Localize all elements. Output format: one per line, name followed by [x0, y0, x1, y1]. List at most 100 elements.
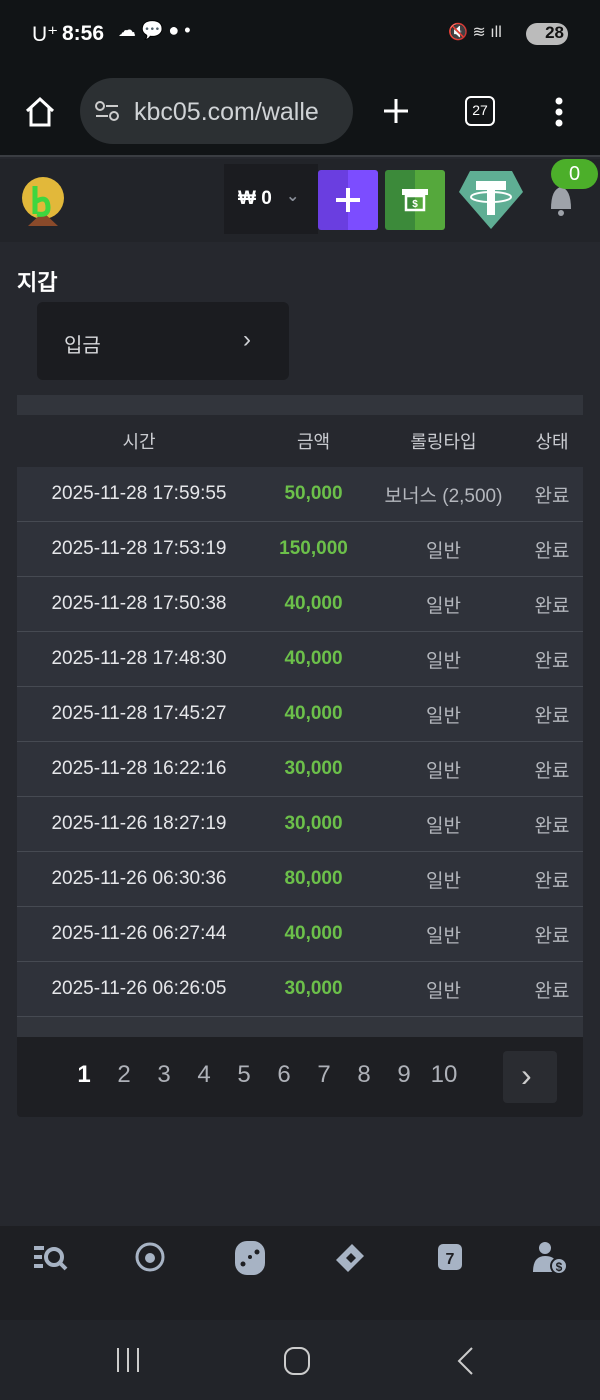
cell-status: 완료: [534, 760, 570, 782]
cell-rolling-type: 일반: [426, 870, 461, 892]
battery-icon: 28: [526, 23, 568, 45]
tether-icon[interactable]: [458, 170, 524, 230]
cell-status: 완료: [534, 540, 570, 562]
cell-amount: 50,000: [284, 483, 343, 504]
cell-rolling-type: 일반: [426, 760, 461, 782]
next-page-button[interactable]: ›: [503, 1051, 557, 1103]
cell-amount: 40,000: [284, 923, 343, 944]
bottom-nav: 7 $: [0, 1226, 600, 1320]
cell-status: 완료: [534, 925, 570, 947]
recent-apps-icon[interactable]: [114, 1346, 144, 1374]
cell-status: 완료: [534, 650, 570, 672]
page-5-button[interactable]: 5: [237, 1061, 251, 1088]
deposit-label: 입금: [64, 335, 101, 357]
bell-icon[interactable]: [546, 181, 576, 217]
mute-wifi-signal-icons: 🔇 ≋ ıll: [448, 24, 502, 41]
home-icon[interactable]: [24, 96, 56, 128]
more-menu-icon[interactable]: [553, 96, 565, 128]
notification-badge: 0: [551, 159, 598, 189]
table-row: 2025-11-26 06:27:44 40,000 일반 완료: [17, 907, 583, 962]
cell-time: 2025-11-28 16:22:16: [51, 758, 227, 779]
page-6-button[interactable]: 6: [277, 1061, 291, 1088]
status-bar: U⁺ 8:56 ☁ 💬 ● • 🔇 ≋ ıll 28: [0, 0, 600, 60]
page-1-button[interactable]: 1: [77, 1061, 91, 1088]
page-7-button[interactable]: 7: [317, 1061, 331, 1088]
table-row: 2025-11-28 17:45:27 40,000 일반 완료: [17, 687, 583, 742]
back-icon[interactable]: [456, 1346, 476, 1376]
chevron-down-icon: ⌄: [286, 188, 300, 205]
table-row: 2025-11-28 17:50:38 40,000 일반 완료: [17, 577, 583, 632]
balance-value: ₩ 0: [238, 188, 272, 209]
cell-time: 2025-11-26 06:30:36: [51, 868, 227, 889]
page-2-button[interactable]: 2: [117, 1061, 131, 1088]
cell-amount: 40,000: [284, 703, 343, 724]
user-money-icon[interactable]: $: [530, 1240, 570, 1276]
clock: 8:56: [62, 22, 105, 45]
soccer-icon[interactable]: [130, 1240, 170, 1276]
table-row: 2025-11-26 18:27:19 30,000 일반 완료: [17, 797, 583, 852]
cell-rolling-type: 일반: [426, 925, 461, 947]
deposit-tab-button[interactable]: 입금 ›: [37, 302, 289, 380]
plus-icon: [336, 188, 360, 212]
cell-status: 완료: [534, 815, 570, 837]
cell-rolling-type: 보너스 (2,500): [384, 485, 503, 507]
carrier: U⁺: [32, 23, 59, 46]
pagination: 1 2 3 4 5 6 7 8 9 10 ›: [17, 1037, 583, 1117]
cell-rolling-type: 일반: [426, 705, 461, 727]
cell-amount: 150,000: [279, 538, 348, 559]
cell-amount: 30,000: [284, 758, 343, 779]
table-row: 2025-11-28 17:53:19 150,000 일반 완료: [17, 522, 583, 577]
table-header: 시간 금액 롤링타입 상태: [17, 415, 583, 467]
header-time: 시간: [122, 432, 156, 452]
page-4-button[interactable]: 4: [197, 1061, 211, 1088]
new-tab-icon[interactable]: [382, 97, 410, 125]
cell-time: 2025-11-26 06:26:05: [51, 978, 227, 999]
svg-text:$: $: [556, 1260, 563, 1274]
header-status: 상태: [535, 432, 569, 452]
table-row: 2025-11-28 17:48:30 40,000 일반 완료: [17, 632, 583, 687]
balance-dropdown[interactable]: ₩ 0 ⌄: [224, 164, 318, 234]
site-logo[interactable]: [20, 174, 66, 228]
tab-switcher-button[interactable]: 27: [465, 96, 495, 126]
deposit-history-table: 시간 금액 롤링타입 상태 2025-11-28 17:59:55 50,000 보…: [17, 395, 583, 1037]
cash-machine-icon: $: [402, 189, 428, 212]
cell-time: 2025-11-28 17:53:19: [51, 538, 227, 559]
page-9-button[interactable]: 9: [397, 1061, 411, 1088]
cell-rolling-type: 일반: [426, 540, 461, 562]
table-row: 2025-11-26 06:26:05 30,000 일반 완료: [17, 962, 583, 1017]
withdraw-button[interactable]: $: [385, 170, 445, 230]
search-list-icon[interactable]: [30, 1240, 70, 1276]
url-bar[interactable]: kbc05.com/walle: [80, 78, 353, 144]
cell-rolling-type: 일반: [426, 650, 461, 672]
home-nav-icon[interactable]: [283, 1346, 313, 1376]
site-settings-icon[interactable]: [94, 100, 120, 122]
dice-icon[interactable]: [230, 1240, 270, 1276]
table-row: 2025-11-26 06:30:36 80,000 일반 완료: [17, 852, 583, 907]
cell-status: 완료: [534, 980, 570, 1002]
notification-icons: ☁ 💬 ● •: [118, 20, 191, 40]
table-top-band: [17, 395, 583, 415]
slot-machine-icon[interactable]: 7: [430, 1240, 470, 1276]
cell-time: 2025-11-26 18:27:19: [51, 813, 227, 834]
cell-amount: 40,000: [284, 648, 343, 669]
url-text: kbc05.com/walle: [134, 98, 319, 126]
deposit-plus-button[interactable]: [318, 170, 378, 230]
cell-rolling-type: 일반: [426, 815, 461, 837]
header-amount: 금액: [296, 432, 331, 452]
page-title: 지갑: [17, 270, 58, 295]
cell-status: 완료: [534, 485, 570, 507]
table-bottom-band: [17, 1017, 583, 1037]
cell-amount: 80,000: [284, 868, 343, 889]
svg-text:$: $: [412, 199, 418, 210]
cell-time: 2025-11-28 17:59:55: [51, 483, 227, 504]
cell-time: 2025-11-26 06:27:44: [51, 923, 227, 944]
cell-rolling-type: 일반: [426, 595, 461, 617]
page-3-button[interactable]: 3: [157, 1061, 171, 1088]
app-header: ₩ 0 ⌄ $ 0: [0, 159, 600, 242]
page-8-button[interactable]: 8: [357, 1061, 371, 1088]
cell-status: 완료: [534, 705, 570, 727]
page-10-button[interactable]: 10: [430, 1061, 458, 1088]
cell-time: 2025-11-28 17:45:27: [51, 703, 227, 724]
cell-rolling-type: 일반: [426, 980, 461, 1002]
cards-icon[interactable]: [330, 1240, 370, 1276]
